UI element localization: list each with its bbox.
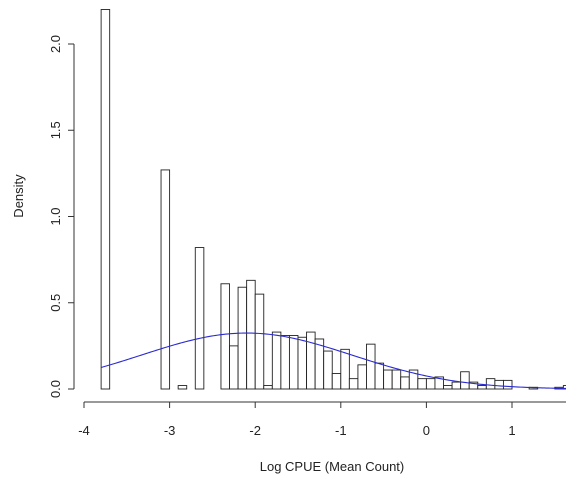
- histogram-bar: [366, 343, 376, 390]
- histogram-bar: [357, 364, 367, 390]
- histogram-bar: [194, 247, 205, 390]
- histogram-bar: [485, 378, 496, 390]
- histogram-bar: [383, 369, 393, 390]
- histogram-bar: [443, 385, 453, 390]
- histogram-bar: [323, 350, 333, 390]
- histogram-bar: [306, 331, 316, 390]
- histogram-bar: [229, 345, 239, 390]
- y-axis-title: Density: [11, 174, 26, 218]
- y-tick-label: 1.0: [48, 207, 63, 225]
- histogram-bar: [177, 385, 188, 390]
- x-tick-label: 0: [423, 423, 430, 438]
- histogram-bar: [348, 378, 359, 390]
- histogram-bar: [288, 335, 299, 390]
- y-tick-label: 2.0: [48, 35, 63, 53]
- histogram-bar: [502, 379, 513, 390]
- x-tick-label: -3: [164, 423, 176, 438]
- histogram-bar: [254, 293, 265, 390]
- histogram-bar: [494, 379, 504, 390]
- y-tick-label: 1.5: [48, 121, 63, 139]
- histogram-bar: [160, 169, 171, 390]
- density-curve: [100, 332, 566, 389]
- histogram-bar: [100, 9, 111, 390]
- x-axis: -4 -3 -2 -1 0 1: [78, 401, 566, 438]
- y-tick-label: 0.5: [48, 294, 63, 312]
- histogram-bar: [460, 371, 470, 390]
- histogram-bar: [562, 385, 566, 390]
- histogram-bar: [280, 335, 290, 390]
- histogram-bar: [477, 385, 487, 390]
- y-tick-label: 0.0: [48, 380, 63, 398]
- histogram-bar: [425, 378, 436, 390]
- histogram-bar: [374, 362, 385, 390]
- histogram-bar: [434, 376, 444, 390]
- histogram-bars: [100, 9, 566, 390]
- histogram-bar: [246, 279, 256, 390]
- histogram-bar: [331, 373, 342, 390]
- histogram-bar: [237, 286, 248, 390]
- histogram-bar: [417, 378, 427, 390]
- x-tick-label: -1: [335, 423, 347, 438]
- histogram-bar: [340, 348, 350, 390]
- y-axis: 0.0 0.5 1.0 1.5 2.0: [48, 35, 75, 398]
- x-tick-label: -2: [249, 423, 261, 438]
- histogram-bar: [271, 331, 282, 390]
- histogram-bar: [391, 369, 402, 390]
- histogram-bar: [314, 338, 325, 390]
- histogram-bar: [220, 283, 230, 390]
- x-tick-label: 1: [508, 423, 515, 438]
- x-tick-label: -4: [78, 423, 90, 438]
- histogram-bar: [400, 376, 410, 390]
- histogram-bar: [451, 381, 462, 390]
- x-axis-title: Log CPUE (Mean Count): [260, 459, 405, 474]
- histogram-bar: [297, 336, 308, 390]
- histogram-bar: [263, 385, 273, 390]
